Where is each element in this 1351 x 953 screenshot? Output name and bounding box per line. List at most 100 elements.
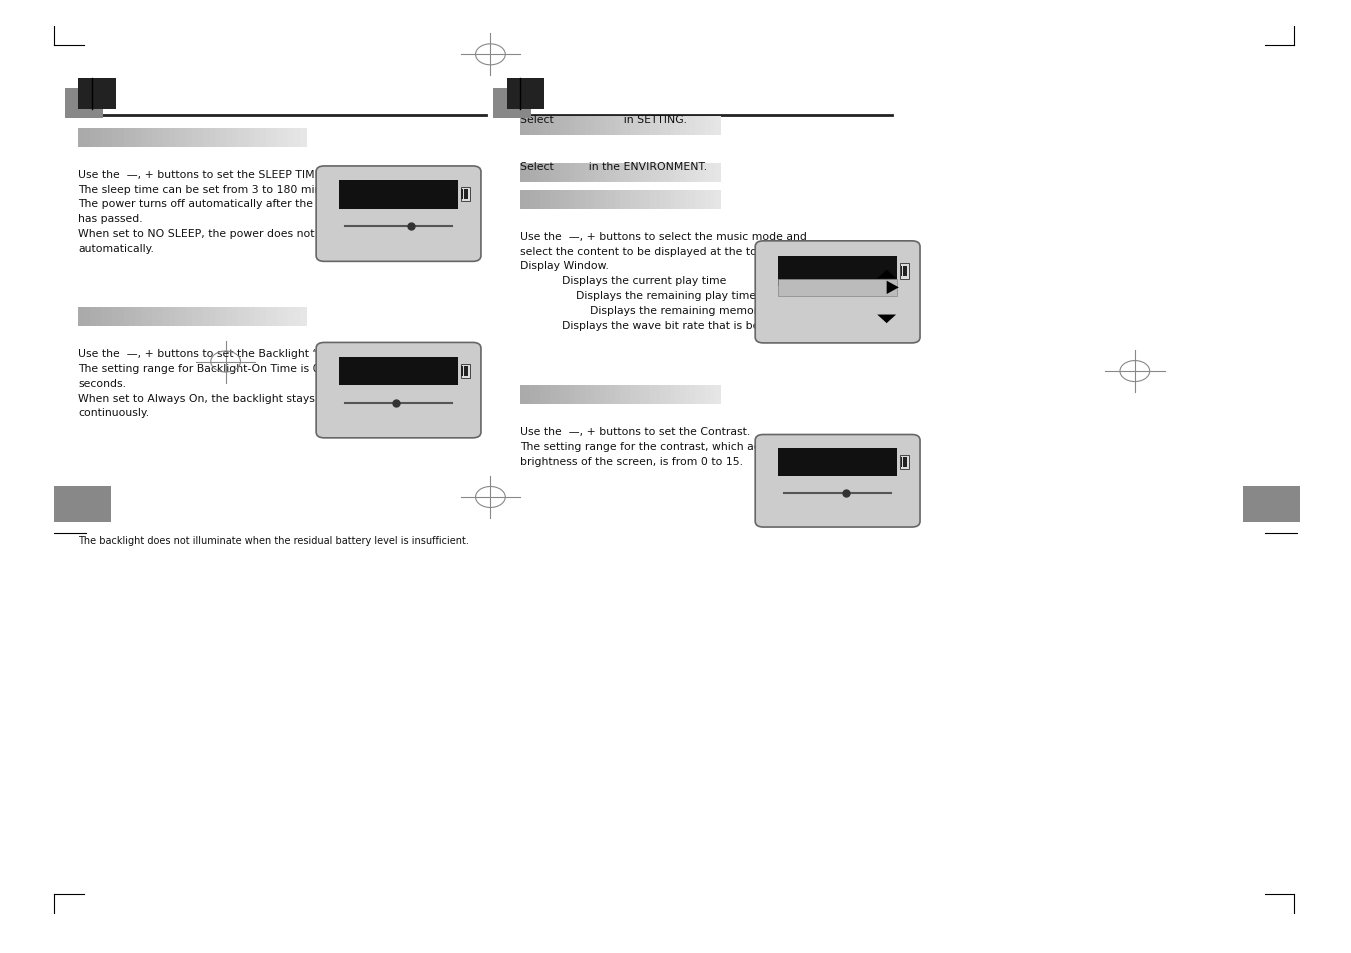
Bar [605,386,612,405]
Bar [174,129,182,148]
Bar [585,117,592,136]
Bar [676,191,681,210]
Text: When set to NO SLEEP, the power does not turn off: When set to NO SLEEP, the power does not… [78,229,358,238]
Bar [54,486,111,522]
Bar [141,308,147,327]
Bar [220,129,227,148]
Bar [209,129,216,148]
Bar [576,164,581,183]
Bar [169,308,176,327]
Bar [694,386,701,405]
Bar [130,129,136,148]
Bar [107,129,113,148]
Bar [580,191,586,210]
Bar [530,191,536,210]
Bar [711,164,716,183]
Bar [680,117,686,136]
Bar [594,386,601,405]
Bar [711,386,716,405]
Bar [646,117,651,136]
Bar [89,129,97,148]
Bar [339,181,458,210]
Bar [254,129,261,148]
Bar [565,386,571,405]
Bar [665,191,671,210]
Bar [461,364,470,378]
Bar [561,164,566,183]
Bar [611,117,616,136]
Bar [1243,486,1300,522]
Bar [690,117,697,136]
Bar [711,117,716,136]
Bar [231,129,239,148]
Bar [288,129,296,148]
Bar [96,129,103,148]
Bar [203,308,211,327]
Text: The power turns off automatically after the set time: The power turns off automatically after … [78,199,362,209]
Bar [590,164,597,183]
Bar [635,386,642,405]
Bar [550,117,557,136]
Bar [520,386,720,405]
Text: Displays the remaining memory: Displays the remaining memory [520,305,765,315]
Bar [620,191,627,210]
Bar [665,386,671,405]
Bar [535,386,542,405]
Bar [300,129,307,148]
Bar [585,191,592,210]
Text: Use the  —, + buttons to select the music mode and: Use the —, + buttons to select the music… [520,232,807,241]
Bar [778,280,897,296]
Bar [259,308,267,327]
Text: The sleep time can be set from 3 to 180 minutes.: The sleep time can be set from 3 to 180 … [78,185,349,194]
Bar [135,129,142,148]
Bar [249,129,255,148]
Bar [690,191,697,210]
Bar [905,457,907,468]
Bar [555,191,562,210]
Bar [670,191,677,210]
Bar [181,308,188,327]
Bar [615,386,621,405]
Text: automatically.: automatically. [78,244,154,253]
Bar [620,386,627,405]
Bar [670,386,677,405]
Bar [535,191,542,210]
Bar [655,117,662,136]
Bar [594,191,601,210]
Bar [700,386,707,405]
Bar [565,117,571,136]
Bar [124,308,131,327]
Bar [590,117,597,136]
Bar [711,191,716,210]
Bar [520,117,527,136]
Bar [461,188,470,202]
Bar [715,117,721,136]
Bar [565,164,571,183]
Bar [615,164,621,183]
Polygon shape [877,271,896,279]
Bar [520,164,720,183]
Bar [700,191,707,210]
Bar [243,308,250,327]
Bar [507,79,544,110]
Bar [295,308,301,327]
Bar [226,308,232,327]
Text: has passed.: has passed. [78,214,143,224]
Bar [226,129,232,148]
Bar [605,191,612,210]
Bar [650,117,657,136]
Bar [463,367,466,376]
Bar [550,164,557,183]
Bar [463,191,466,200]
Text: Select                    in SETTING.: Select in SETTING. [520,115,688,125]
Bar [635,191,642,210]
Bar [561,117,566,136]
Bar [186,308,193,327]
Bar [694,164,701,183]
Bar [530,117,536,136]
Text: Use the  —, + buttons to set the Contrast.: Use the —, + buttons to set the Contrast… [520,427,750,436]
FancyBboxPatch shape [316,167,481,262]
Bar [84,308,91,327]
Bar [615,191,621,210]
Bar [690,386,697,405]
